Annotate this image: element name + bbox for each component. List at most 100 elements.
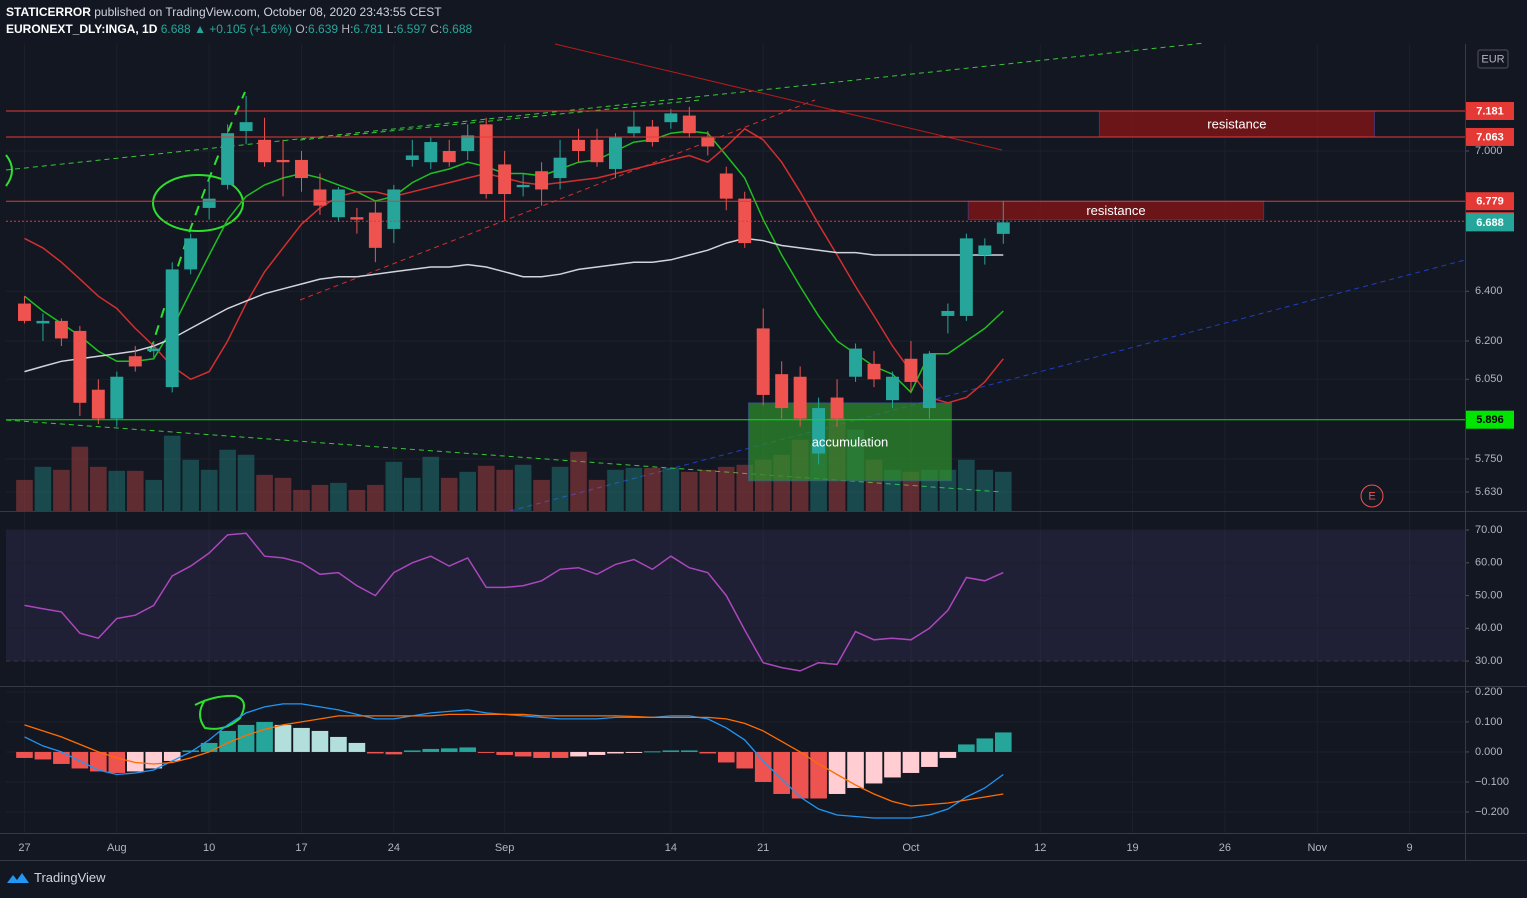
volume-bar: [237, 454, 255, 511]
volume-bar: [699, 469, 717, 511]
histogram-bar: [422, 748, 440, 752]
volume-bar: [644, 467, 661, 511]
x-tick-label: Aug: [107, 842, 127, 854]
level-label-box: [1466, 127, 1514, 146]
histogram-bar: [219, 730, 236, 752]
grid: [6, 44, 1465, 833]
histogram-bar: [662, 750, 680, 752]
candle-body: [239, 122, 253, 131]
level-label: 5.896: [1476, 414, 1504, 426]
candle-body: [959, 238, 973, 316]
volume-bar: [145, 479, 163, 511]
x-tick-label: 12: [1034, 842, 1046, 854]
histogram-bar: [939, 751, 957, 758]
volume-bar: [126, 470, 144, 511]
histogram-bar: [994, 732, 1012, 752]
brand: TradingView: [34, 870, 106, 885]
volume-bar: [200, 469, 218, 511]
histogram-bar: [644, 751, 661, 753]
volume-bar: [477, 465, 495, 511]
histogram-bar: [274, 724, 292, 752]
histogram-bar: [477, 751, 495, 753]
logo: [7, 872, 29, 883]
ohlc-value: 6.781: [353, 22, 384, 36]
candle-body: [258, 139, 272, 163]
candle-body: [996, 222, 1010, 234]
y-tick-label: 0.200: [1475, 686, 1503, 698]
y-tick-label: 50.00: [1475, 589, 1503, 601]
footer: TradingView: [6, 870, 106, 885]
histogram-bar: [496, 751, 513, 755]
histogram-bar: [459, 747, 477, 752]
x-tick-label: 17: [295, 842, 307, 854]
volume-bar: [90, 466, 107, 511]
volume-bar: [570, 451, 587, 511]
level-label: 7.063: [1476, 131, 1504, 143]
histogram-bar: [16, 751, 33, 758]
histogram-bar: [625, 751, 643, 753]
macd-line: [24, 713, 1004, 807]
histogram-bar: [607, 751, 624, 754]
candle-body: [553, 157, 567, 179]
x-tick-label: 9: [1407, 842, 1413, 854]
candle-body: [867, 363, 881, 380]
volume-bar: [348, 489, 366, 511]
candle-body: [91, 389, 105, 419]
ohlc-value: 6.597: [396, 22, 427, 36]
moving-average: [24, 130, 1004, 394]
volume-bar: [976, 469, 994, 511]
volume-bar: [71, 446, 89, 511]
header: STATICERROR published on TradingView.com…: [6, 4, 472, 38]
histogram-bar: [533, 751, 550, 758]
currency-box: [1477, 49, 1509, 69]
volume-bar: [219, 449, 236, 511]
x-tick-label: 10: [203, 842, 215, 854]
earnings-label: E: [1368, 490, 1375, 502]
histogram-bar: [976, 738, 994, 752]
histogram-bar: [717, 751, 735, 763]
volume-bar: [16, 479, 33, 511]
ohlc-label: H:: [341, 22, 354, 36]
marks: 27 Aug 10 17 24 Sep 14 21 Oct 12 19 26 Nov 9 5.630 5.75…: [6, 96, 1514, 854]
x-tick-label: 27: [18, 842, 30, 854]
histogram-bar: [440, 748, 458, 752]
ohlc-label: L:: [386, 22, 397, 36]
y-tick-label: −0.200: [1475, 806, 1509, 818]
last-price: 6.688: [160, 22, 191, 36]
candle-body: [830, 397, 844, 419]
histogram-bar: [865, 751, 883, 784]
volume-bar: [274, 477, 292, 511]
rsi-line: [24, 532, 1004, 672]
candle-body: [202, 198, 216, 208]
ohlc-label: O:: [295, 22, 309, 36]
volume-bar: [551, 466, 569, 511]
y-tick-label: −0.100: [1475, 776, 1509, 788]
volume-bar: [330, 482, 347, 511]
histogram-bar: [681, 750, 698, 752]
histogram-bar: [551, 751, 569, 758]
candle-body: [516, 184, 530, 188]
histogram-bar: [810, 751, 827, 799]
volume-bar: [440, 477, 458, 511]
histogram-bar: [403, 750, 421, 752]
candle-body: [590, 139, 604, 163]
volume-bar: [385, 461, 403, 511]
volume-bar: [496, 469, 513, 511]
volume-bar: [607, 469, 624, 511]
candle-body: [738, 198, 752, 244]
volume-bar: [662, 467, 680, 511]
volume-bar: [53, 469, 70, 511]
volume-bar: [367, 484, 384, 511]
histogram-bar: [163, 751, 181, 761]
candle-body: [978, 245, 992, 256]
volume-bar: [422, 456, 440, 511]
candle-body: [535, 171, 549, 190]
candle-body: [331, 189, 345, 218]
volume-bar: [533, 479, 550, 511]
candle-body: [350, 217, 364, 220]
volume-bar: [182, 459, 199, 511]
trend-line: [554, 43, 1003, 151]
histogram-bar: [902, 751, 920, 773]
candle-body: [405, 155, 419, 160]
trend-line: [299, 99, 816, 301]
